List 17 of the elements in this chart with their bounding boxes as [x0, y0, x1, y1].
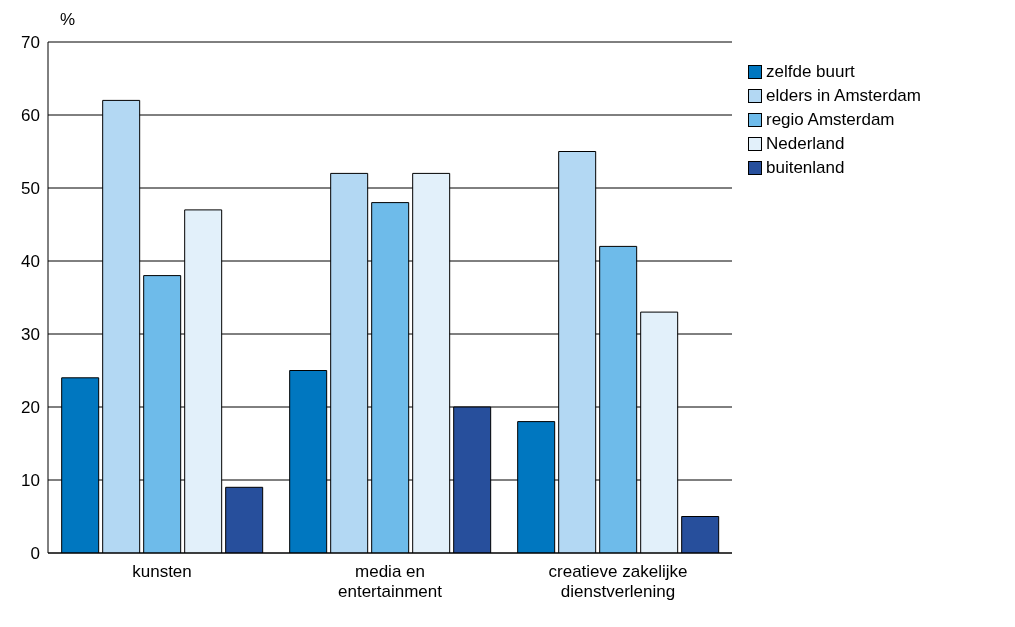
y-tick-label: 20 [21, 398, 40, 418]
y-tick-label: 60 [21, 106, 40, 126]
legend-label: regio Amsterdam [766, 110, 895, 130]
legend-label: Nederland [766, 134, 845, 154]
y-axis-title: % [60, 10, 76, 30]
y-tick-label: 50 [21, 179, 40, 199]
y-tick-label: 30 [21, 325, 40, 345]
y-tick-label: 70 [21, 33, 40, 53]
y-tick-label: 10 [21, 471, 40, 491]
legend-label: zelfde buurt [766, 62, 855, 82]
y-tick-label: 0 [30, 544, 40, 564]
legend-label: elders in Amsterdam [766, 86, 921, 106]
legend-label: buitenland [766, 158, 845, 178]
x-tick-label: media en entertainment [338, 562, 443, 601]
x-tick-label: kunsten [132, 562, 192, 581]
x-tick-label: creatieve zakelijke dienstverlening [548, 562, 688, 601]
y-tick-label: 40 [21, 252, 40, 272]
